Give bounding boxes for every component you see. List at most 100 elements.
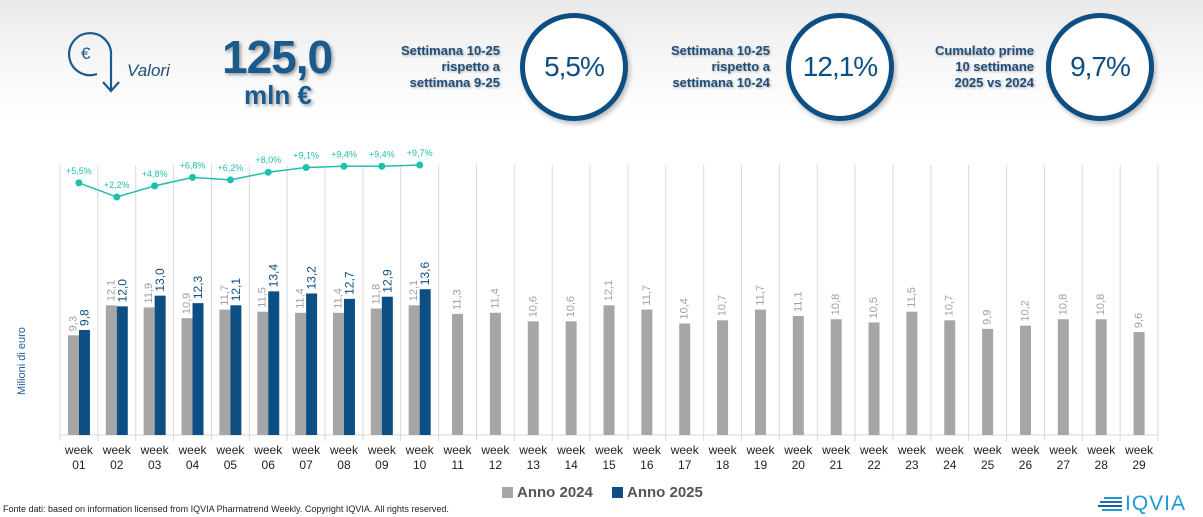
data-label-2025: 13,0 [153, 268, 167, 292]
x-tick-label: 26 [1019, 458, 1033, 472]
valori-label: Valori [127, 61, 170, 80]
kpi-cumulative-circle: 9,7% [1046, 13, 1154, 121]
data-label-2024: 11,1 [792, 291, 804, 312]
data-label-2025: 13,6 [418, 262, 432, 286]
x-tick-label: 17 [678, 458, 692, 472]
bar-anno-2024 [408, 305, 420, 435]
data-label-2024: 11,7 [754, 285, 766, 306]
x-tick-label: week [518, 443, 548, 457]
kpi-label-line: settimana 10-24 [672, 75, 770, 90]
x-tick-label: week [897, 443, 927, 457]
kpi-week-vs-lastyear-label: Settimana 10-25 rispetto a settimana 10-… [650, 43, 770, 91]
x-tick-label: week [745, 443, 775, 457]
x-tick-label: week [140, 443, 170, 457]
x-tick-label: week [1010, 443, 1040, 457]
bar-anno-2024 [717, 320, 729, 435]
x-tick-label: week [443, 443, 473, 457]
data-label-2024: 10,8 [1057, 294, 1069, 315]
bar-anno-2025 [78, 329, 90, 435]
x-tick-label: week [708, 443, 738, 457]
kpi-label-line: rispetto a [711, 59, 770, 74]
x-tick-label: week [480, 443, 510, 457]
x-tick-label: week [783, 443, 813, 457]
euro-down-arrow-icon: € [67, 28, 127, 96]
bar-anno-2025 [268, 291, 280, 435]
growth-label: +8,0% [255, 155, 281, 165]
data-label-2025: 13,4 [267, 264, 281, 288]
x-tick-label: week [405, 443, 435, 457]
x-tick-label: week [670, 443, 700, 457]
bar-layer: 9,39,812,112,0 11,913,010,912,3 11,712,1 11… [67, 262, 1145, 435]
x-tick-label: 13 [527, 458, 541, 472]
data-label-2024: 10,4 [679, 298, 691, 319]
bar-anno-2024 [982, 328, 994, 435]
data-label-2024: 12,1 [105, 280, 117, 301]
data-label-2024: 12,1 [408, 280, 420, 301]
bar-anno-2024 [527, 321, 539, 435]
bar-anno-2024 [754, 309, 766, 435]
kpi-label-line: 10 settimane [955, 59, 1034, 74]
x-tick-layer: week01week02week03week04week05week06week… [64, 443, 1154, 472]
data-label-2024: 11,7 [219, 285, 231, 306]
bar-anno-2024 [603, 305, 615, 435]
kpi-week-vs-prev-label: Settimana 10-25 rispetto a settimana 9-2… [380, 43, 500, 91]
data-label-2024: 11,5 [257, 287, 269, 308]
bar-anno-2025 [192, 303, 204, 435]
bar-anno-2024 [1057, 319, 1069, 435]
growth-line [78, 164, 420, 198]
growth-point [75, 179, 83, 187]
iqvia-logo-text: IQVIA [1125, 492, 1187, 515]
x-tick-label: week [1048, 443, 1078, 457]
data-label-2024: 10,7 [944, 295, 956, 316]
x-tick-label: 23 [905, 458, 919, 472]
data-label-2024: 10,2 [1019, 300, 1031, 321]
bar-anno-2025 [306, 293, 318, 435]
growth-point [189, 173, 197, 181]
growth-label: +9,4% [369, 149, 395, 159]
bar-anno-2024 [944, 320, 956, 435]
x-tick-label: 08 [337, 458, 351, 472]
data-label-2024: 10,8 [830, 294, 842, 315]
bar-anno-2024 [489, 312, 501, 435]
x-tick-label: 22 [867, 458, 881, 472]
x-tick-label: 03 [148, 458, 162, 472]
iqvia-lines-icon [1098, 497, 1122, 511]
x-tick-label: week [291, 443, 321, 457]
x-tick-label: 25 [981, 458, 995, 472]
x-tick-label: 28 [1095, 458, 1109, 472]
x-tick-label: week [102, 443, 132, 457]
bar-anno-2025 [154, 295, 166, 435]
bar-anno-2024 [565, 321, 577, 435]
kpi-week-vs-prev-circle: 5,5% [520, 13, 628, 121]
bar-anno-2024 [105, 305, 117, 435]
x-tick-label: 27 [1057, 458, 1071, 472]
x-tick-label: 16 [640, 458, 654, 472]
bar-anno-2024 [830, 319, 842, 435]
x-tick-label: week [64, 443, 94, 457]
x-tick-label: 14 [564, 458, 578, 472]
kpi-cumulative-label: Cumulato prime 10 settimane 2025 vs 2024 [915, 43, 1034, 91]
data-label-2024: 10,6 [527, 296, 539, 317]
x-tick-label: week [253, 443, 283, 457]
data-label-2025: 12,9 [380, 269, 394, 293]
x-tick-label: week [215, 443, 245, 457]
growth-label: +9,7% [407, 148, 433, 158]
data-label-2025: 12,1 [229, 278, 243, 302]
growth-line-layer: +5,5% +2,2% +4,8% +6,8% +6,2% +8,0% +9,1% +9,4%… [66, 148, 433, 201]
x-tick-label: 04 [186, 458, 200, 472]
x-tick-label: week [973, 443, 1003, 457]
legend-item-2024: Anno 2024 [502, 484, 593, 501]
growth-label: +6,2% [217, 163, 243, 173]
legend-swatch-2024 [502, 487, 513, 498]
growth-label: +5,5% [66, 166, 92, 176]
bar-anno-2024 [257, 311, 269, 435]
kpi-cumulative-value: 9,7% [1070, 51, 1131, 82]
growth-label: +6,8% [180, 160, 206, 170]
x-tick-label: 24 [943, 458, 957, 472]
bar-anno-2024 [641, 309, 653, 435]
bar-anno-2024 [452, 313, 464, 435]
kpi-label-line: 2025 vs 2024 [954, 75, 1034, 90]
source-note: Fonte dati: based on information license… [3, 504, 449, 514]
growth-label: +2,2% [104, 180, 130, 190]
bar-anno-2024 [295, 312, 307, 435]
